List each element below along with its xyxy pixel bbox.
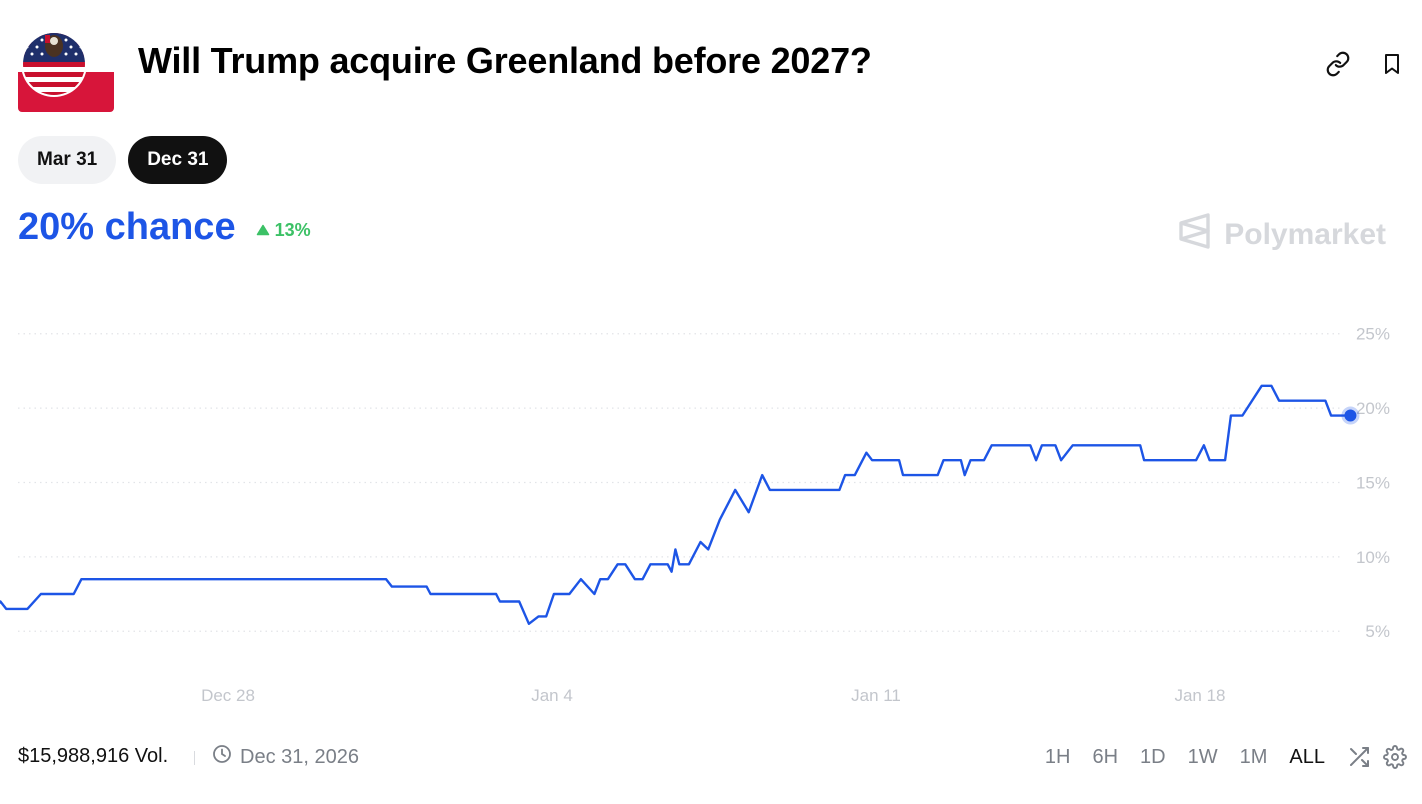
series-line — [0, 384, 1352, 625]
range-1m[interactable]: 1M — [1239, 745, 1268, 768]
x-tick-label: Jan 4 — [531, 686, 573, 705]
range-all[interactable]: ALL — [1289, 745, 1325, 768]
polymarket-logo-icon — [1178, 212, 1212, 258]
price-chart[interactable]: 5% 10% 15% 20% 25% Dec 28 Jan 4 Jan 11 Jan 18 — [0, 280, 1422, 725]
x-tick-label: Jan 18 — [1174, 686, 1225, 705]
shuffle-icon[interactable] — [1346, 744, 1372, 770]
y-tick-label: 15% — [1356, 473, 1390, 492]
change-badge: 13% — [256, 214, 311, 241]
range-1w[interactable]: 1W — [1187, 745, 1218, 768]
x-axis-labels: Dec 28 Jan 4 Jan 11 Jan 18 — [201, 686, 1225, 705]
header-actions — [1322, 48, 1408, 80]
x-tick-label: Dec 28 — [201, 686, 255, 705]
gear-icon[interactable] — [1382, 744, 1408, 770]
us-flag-greenland-icon — [18, 31, 114, 112]
bookmark-icon[interactable] — [1376, 48, 1408, 80]
y-tick-label: 25% — [1356, 325, 1390, 344]
brand-name: Polymarket — [1224, 218, 1386, 251]
range-1h[interactable]: 1H — [1044, 745, 1071, 768]
end-date: Dec 31, 2026 — [212, 744, 359, 770]
y-tick-label: 10% — [1356, 548, 1390, 567]
market-title: Will Trump acquire Greenland before 2027… — [138, 40, 872, 81]
chart-footer: $15,988,916 Vol. Dec 31, 2026 1H 6H 1D 1… — [18, 740, 1408, 774]
y-axis-labels: 5% 10% 15% 20% 25% — [1356, 325, 1390, 641]
clock-icon — [212, 744, 232, 770]
market-header: Will Trump acquire Greenland before 2027… — [18, 31, 1408, 112]
tab-mar-31[interactable]: Mar 31 — [18, 136, 117, 184]
y-tick-label: 5% — [1365, 622, 1390, 641]
current-point — [1344, 409, 1357, 422]
chart-svg: 5% 10% 15% 20% 25% Dec 28 Jan 4 Jan 11 Jan 18 — [0, 325, 1390, 705]
date-tabs: Mar 31 Dec 31 — [18, 136, 228, 184]
link-icon[interactable] — [1322, 48, 1354, 80]
range-6h[interactable]: 6H — [1092, 745, 1119, 768]
x-tick-label: Jan 11 — [851, 686, 901, 705]
change-value: 13% — [274, 220, 311, 240]
chance-value: 20% chance — [18, 206, 236, 248]
footer-divider — [194, 751, 195, 765]
grid-layer — [18, 333, 1340, 632]
tab-dec-31[interactable]: Dec 31 — [128, 136, 228, 184]
volume-label: $15,988,916 Vol. — [18, 745, 169, 767]
range-selector: 1H 6H 1D 1W 1M ALL — [1034, 744, 1408, 770]
triangle-up-icon — [256, 220, 270, 241]
y-tick-label: 20% — [1356, 399, 1390, 418]
end-date-label: Dec 31, 2026 — [240, 745, 359, 768]
range-1d[interactable]: 1D — [1140, 745, 1166, 768]
polymarket-logo: Polymarket — [1178, 212, 1386, 258]
chance-summary: 20% chance 13% — [18, 206, 311, 249]
